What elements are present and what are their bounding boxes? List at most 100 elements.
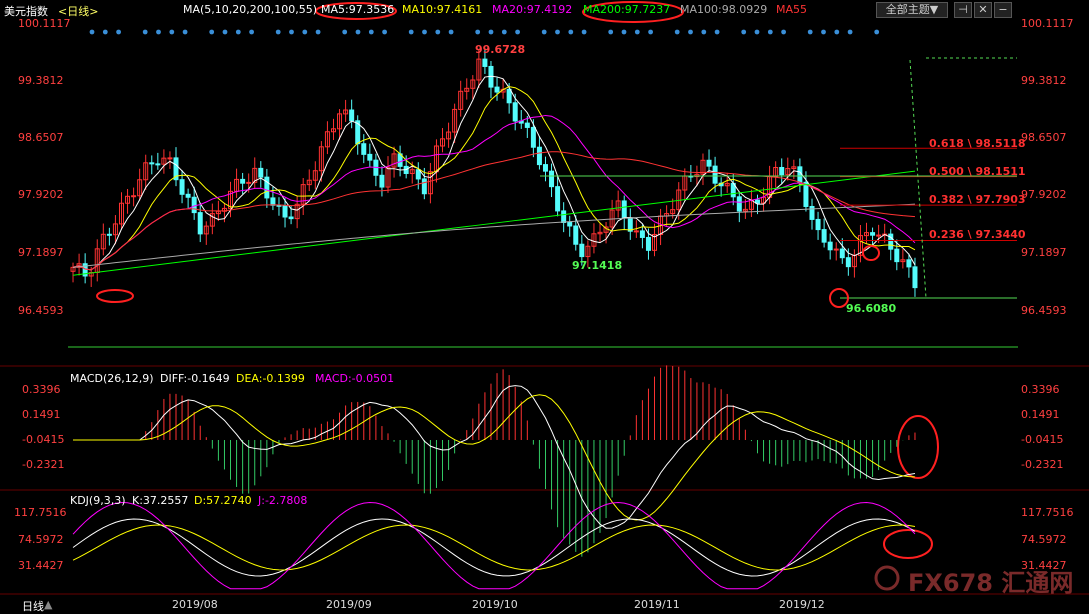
price-tick: 97.9202 [1021,188,1067,201]
candle-body [337,113,343,130]
price-tick: 98.6507 [1021,131,1067,144]
close-icon[interactable]: ✕ [974,2,992,18]
candle-body [440,138,446,147]
candle-body [118,202,124,225]
ma100-value: MA100:98.0929 [680,3,768,16]
price-tick-left: 100.1117 [18,17,71,30]
ma55-value: MA55 [776,3,808,16]
candle-body [573,225,579,245]
low-label-2: 96.6080 [846,302,897,315]
candle-body [888,233,894,250]
signal-dot [102,29,108,35]
price-tick-left: 97.1897 [18,246,64,259]
signal-dot [315,29,321,35]
candle-body [137,179,143,197]
signal-dot [475,29,481,35]
period-footer[interactable]: 日线 [22,600,44,613]
candle-body [494,86,500,93]
candle-body [803,181,809,207]
price-tick: 97.1897 [1021,246,1067,259]
signal-dot [621,29,627,35]
macd-tick-left: 0.3396 [22,383,61,396]
ma10-value: MA10:97.4161 [402,3,483,16]
minimize-icon[interactable]: − [994,2,1012,18]
candle-body [246,181,252,184]
macd-tick-left: 0.1491 [22,408,61,421]
candle-body [694,173,700,178]
ma20-line [72,114,916,271]
kdj-title: KDJ(9,3,3) [70,494,126,507]
signal-dot [302,29,308,35]
candle-body [125,195,131,204]
signal-dot [541,29,547,35]
candle-body [409,169,415,174]
candle-body [167,157,173,160]
candle-body [561,210,567,224]
kdj-tick: 74.5972 [1021,533,1067,546]
ma5-line [72,75,916,271]
candle-body [542,164,548,172]
candle-body [633,230,639,233]
low-label-1: 97.1418 [572,259,623,272]
highlight-circle [315,2,397,20]
signal-dot [116,29,121,35]
price-tick: 100.1117 [1021,17,1074,30]
candle-body [252,167,258,183]
candle-body [536,146,542,166]
period-toggle-icon[interactable]: ▲ [44,598,53,611]
candle-body [754,199,760,204]
signal-dot [608,29,614,35]
candle-body [288,216,294,220]
candle-body [106,233,112,236]
fib-618: 0.618 \ 98.5118 [929,137,1026,150]
candle-body [567,222,573,227]
candle-body [900,259,906,263]
signal-dot [701,29,707,35]
macd-dea-line [73,394,915,521]
candle-body [773,166,779,178]
signal-dot [807,29,813,35]
signal-dot [741,29,747,35]
candle-body [209,213,215,227]
signal-dot [781,29,786,35]
candle-body [864,232,870,237]
fib-236: 0.236 \ 97.3440 [929,228,1026,241]
candle-body [845,257,851,268]
signal-dot [581,29,587,35]
macd-tick-left: -0.0415 [22,433,65,446]
signal-dot [874,29,880,35]
signal-dot [408,29,414,35]
watermark-globe-icon [874,565,900,591]
ma200-value: MA200:97.7237 [583,3,671,16]
candle-body [300,184,306,205]
period-label[interactable]: <日线> [58,5,99,18]
candle-body [421,178,427,195]
candle-body [912,266,918,289]
macd-tick: 0.1491 [1021,408,1060,421]
highlight-circle [883,529,933,559]
signal-dot [515,29,520,35]
candle-body [857,235,863,256]
candle-body [555,186,561,212]
candle-body [724,182,730,187]
signal-dot [422,29,427,35]
kdj-k: K:37.2557 [132,494,189,507]
signal-dot [342,29,348,35]
kdj-j: J:-2.7808 [258,494,308,507]
candle-body [476,58,482,81]
pin-icon[interactable]: ⊣ [954,2,972,18]
fib-500: 0.500 \ 98.1511 [929,165,1026,178]
ma200-line [72,170,916,276]
theme-dropdown[interactable]: 全部主题▼ [876,2,948,18]
candle-body [415,169,421,180]
ma5-value: MA5:97.3536 [321,3,395,16]
price-tick: 99.3812 [1021,74,1067,87]
signal-dot [382,29,387,35]
candle-body [155,163,161,166]
macd-title: MACD(26,12,9) [70,372,154,385]
signal-dot [249,29,255,35]
candle-body [579,243,585,258]
date-tick: 2019/10 [472,598,518,611]
signal-dot [222,29,228,35]
